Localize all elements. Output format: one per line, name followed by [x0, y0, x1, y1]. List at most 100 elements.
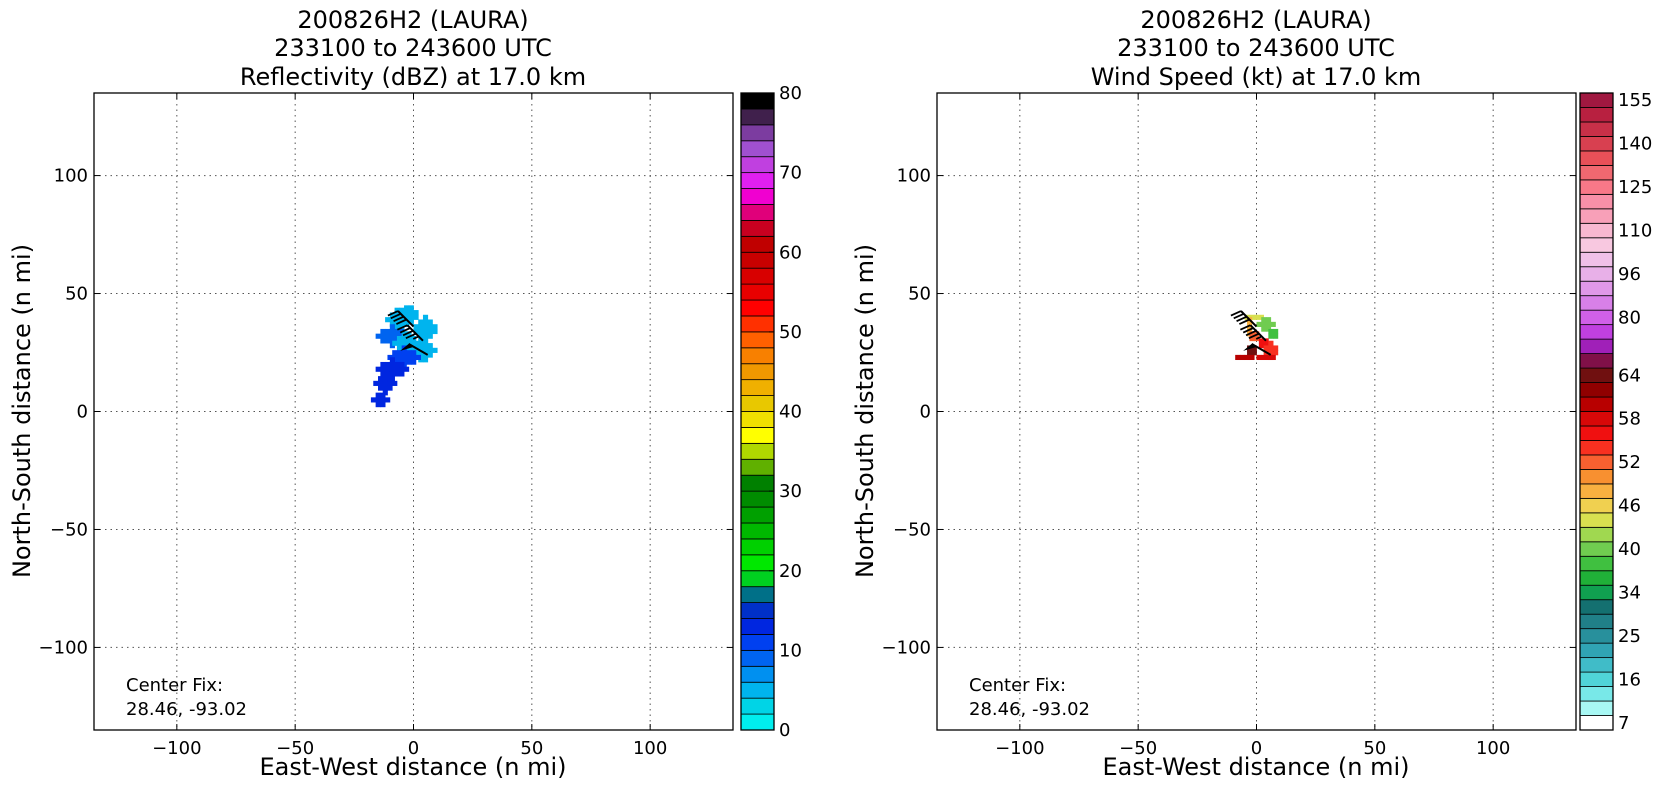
colorbar-swatch	[740, 618, 775, 635]
colorbar-tick-label: 110	[1618, 221, 1652, 242]
echo-cell	[399, 371, 405, 377]
echo-cell	[373, 380, 379, 386]
colorbar-swatch	[1579, 266, 1614, 282]
echo-cell	[375, 402, 381, 408]
axis-ticks: −100 −50 0 50 100 −100 −50 0 50 100	[882, 93, 1576, 759]
wind-barb	[387, 310, 415, 328]
barb-feather	[390, 313, 402, 320]
barb-half-feather	[412, 335, 420, 340]
barb-feather	[1240, 324, 1251, 331]
barb-feather	[397, 324, 408, 331]
echo-cell	[432, 347, 438, 353]
echo-cluster	[1256, 354, 1276, 361]
echo-cell	[1273, 345, 1279, 351]
echo-cell	[427, 333, 433, 339]
colorbar-swatch	[740, 522, 775, 540]
x-axis-label: East-West distance (n mi)	[1102, 753, 1409, 781]
echo-cell	[422, 343, 429, 349]
colorbar-swatch	[1579, 208, 1614, 224]
echo-cell	[404, 314, 410, 320]
echo-cell	[380, 397, 386, 403]
colorbar-tick-label: 58	[1618, 409, 1641, 430]
x-tick-label: 0	[1251, 738, 1262, 759]
echo-cell	[396, 340, 403, 346]
colorbar-tick-label: 7	[1618, 713, 1629, 734]
echo-cell	[1239, 354, 1246, 361]
colorbar-swatch	[1579, 483, 1614, 499]
echo-cell	[1263, 345, 1269, 351]
barb-feather	[387, 310, 399, 317]
wind-barb	[400, 343, 429, 356]
echo-cell	[413, 310, 419, 316]
barb-feather	[1233, 313, 1245, 320]
echo-cell	[1249, 331, 1255, 337]
colorbar-swatch	[1579, 526, 1614, 543]
colorbar-swatch	[1579, 222, 1614, 239]
colorbar-swatch	[740, 283, 775, 301]
echo-cell	[427, 319, 433, 325]
colorbar-swatch	[1579, 686, 1614, 702]
echo-cell	[408, 310, 414, 316]
echo-cell	[422, 352, 429, 358]
colorbar-swatch	[1579, 121, 1614, 137]
colorbar-tick-label: 155	[1618, 90, 1652, 111]
echo-cell	[413, 324, 419, 330]
echo-cell	[392, 350, 398, 356]
colorbar-swatch	[1579, 425, 1614, 441]
colorbar-swatch	[1579, 382, 1614, 398]
echo-cell	[389, 312, 395, 318]
echo-cell	[1235, 354, 1241, 361]
y-axis-label: North-South distance (n mi)	[851, 244, 879, 578]
colorbar-swatch	[1579, 469, 1614, 485]
echo-cell	[401, 350, 407, 356]
echo-cell	[389, 317, 395, 323]
echo-cell	[418, 324, 424, 330]
colorbar-swatch	[740, 124, 775, 142]
echo-cell	[413, 328, 419, 335]
echo-cell	[418, 333, 424, 339]
wind-barbs	[1230, 310, 1272, 356]
echo-cell	[1273, 333, 1279, 339]
barb-feather	[1230, 310, 1242, 317]
echo-cell	[422, 333, 429, 339]
colorbar-tick-label: 96	[1618, 264, 1641, 285]
barb-feather	[1248, 332, 1260, 339]
colorbar-swatch	[1579, 700, 1614, 716]
echo-cluster	[370, 392, 391, 408]
colorbar: 7 16 25 34 40 46 52 58 64 80 96 110 125 140 155	[1579, 90, 1652, 734]
echo-cell	[1249, 336, 1255, 342]
barb-feather	[396, 318, 407, 325]
x-tick-label: −100	[152, 738, 201, 759]
echo-cell	[1258, 338, 1264, 344]
colorbar-swatch	[740, 665, 775, 683]
y-tick-label: 100	[54, 166, 88, 187]
echo-cell	[404, 305, 410, 311]
x-tick-label: 50	[1363, 738, 1386, 759]
barb-feather	[1245, 330, 1257, 337]
y-tick-label: −50	[893, 519, 931, 540]
colorbar-swatch	[740, 379, 775, 396]
colorbar-swatch	[1579, 671, 1614, 687]
y-tick-label: 0	[77, 402, 88, 423]
echo-cell	[380, 361, 386, 368]
colorbar-swatch	[1579, 367, 1614, 383]
colorbar-swatch	[740, 474, 775, 492]
echo-cell	[392, 380, 398, 386]
echo-cell	[380, 333, 386, 339]
colorbar-swatch	[1579, 599, 1614, 615]
colorbar-swatch	[1579, 338, 1614, 354]
colorbar-swatch	[740, 554, 775, 572]
echo-cell	[389, 357, 395, 363]
colorbar-swatch	[740, 172, 775, 189]
barb-half-feather	[1255, 335, 1263, 340]
colorbar-swatch	[740, 602, 775, 619]
wind-barbs	[387, 310, 429, 356]
colorbar-tick-label: 30	[779, 481, 802, 502]
chart-title-line-3: Wind Speed (kt) at 17.0 km	[1091, 63, 1422, 91]
echo-cell	[382, 376, 388, 382]
y-tick-label: −50	[50, 519, 88, 540]
colorbar-swatch	[1579, 309, 1614, 326]
echo-cell	[375, 366, 381, 372]
colorbar-tick-label: 125	[1618, 177, 1652, 198]
